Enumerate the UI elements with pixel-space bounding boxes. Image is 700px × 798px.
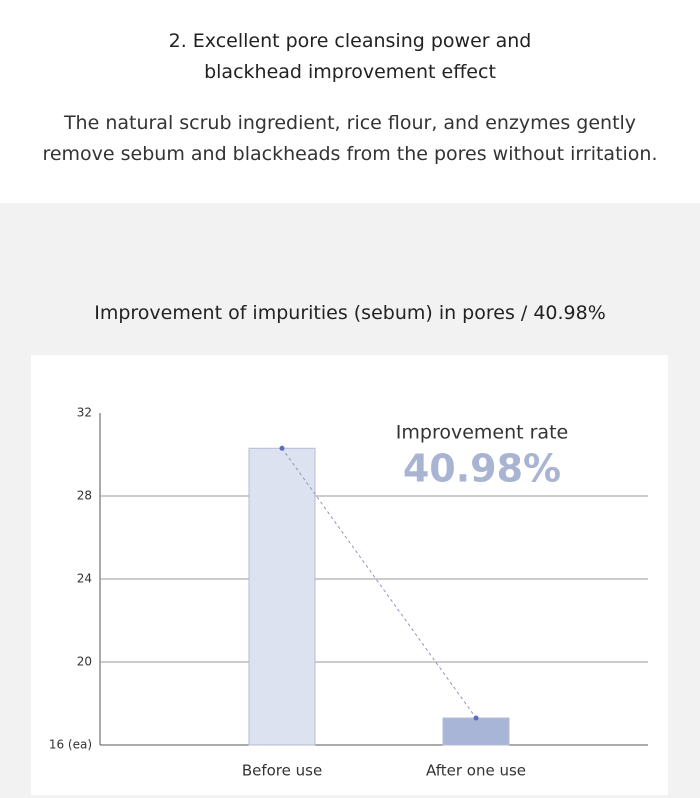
x-tick-label: After one use <box>426 762 526 780</box>
title-line: 2. Excellent pore cleansing power and <box>168 30 532 52</box>
description: The natural scrub ingredient, rice flour… <box>0 108 700 170</box>
y-tick-label: 20 <box>77 655 92 669</box>
header: 2. Excellent pore cleansing power and bl… <box>0 0 700 203</box>
y-tick-label: 32 <box>77 406 92 420</box>
trend-line <box>281 447 477 719</box>
y-tick-label: 28 <box>77 489 92 503</box>
y-tick-label: 24 <box>77 572 92 586</box>
description-line: The natural scrub ingredient, rice flour… <box>63 112 637 134</box>
title-line: blackhead improvement effect <box>204 61 496 83</box>
bar <box>442 717 510 746</box>
chart-title: Improvement of impurities (sebum) in por… <box>94 302 606 324</box>
point <box>279 445 285 451</box>
point <box>473 715 479 721</box>
y-tick-label: 16 (ea) <box>49 738 92 752</box>
description-line: remove sebum and blackheads from the por… <box>42 143 658 165</box>
annotation-value: 40.98% <box>403 447 561 491</box>
annotation: Improvement rate <box>396 422 568 444</box>
bar <box>248 447 316 746</box>
title: 2. Excellent pore cleansing power and bl… <box>0 0 700 88</box>
chart-panel <box>31 355 668 795</box>
x-tick-label: Before use <box>242 762 322 780</box>
